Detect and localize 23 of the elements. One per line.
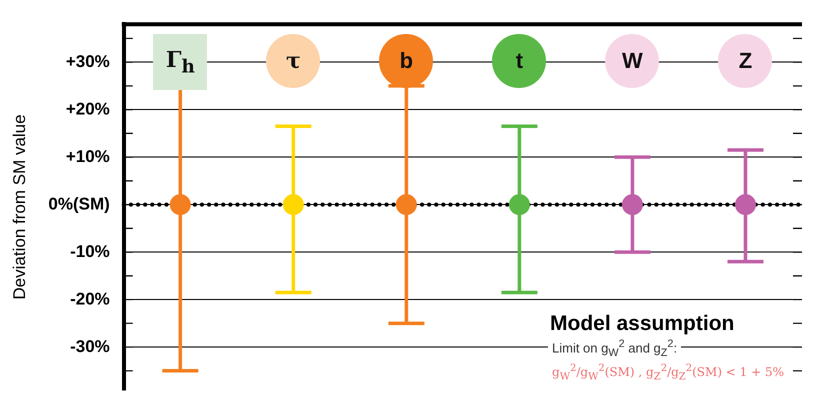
square-badge: Γ$_{h}$: [153, 34, 208, 90]
annotation: Model assumption: [548, 312, 736, 336]
circle-badge: b: [379, 34, 434, 88]
x-tick-label: W: [622, 48, 643, 74]
y-axis-title: Deviation from SM value: [10, 114, 29, 300]
circle-badge: W: [605, 34, 660, 88]
y-tick-label: -30%: [70, 336, 110, 356]
y-tick-label: -10%: [70, 242, 110, 261]
circle-badge: t: [492, 34, 546, 88]
y-tick-label: +30%: [66, 52, 110, 71]
y-tick-label: +20%: [66, 99, 110, 118]
annotation: Limit on g$_{W}$$^{2}$ and g$_{Z}$$^{2}$:: [548, 336, 682, 361]
x-tick-label: τ: [286, 48, 301, 74]
circle-badge: τ: [266, 34, 320, 88]
circle-badge: Z: [718, 34, 772, 88]
x-tick-label: Z: [738, 48, 752, 74]
y-tick-label: +10%: [66, 146, 110, 166]
y-tick-label: -20%: [70, 289, 110, 308]
text: g$_{W}$$^{2}$/g$_{W}$$^{2}$(SM) , g$_{Z}$$^{2}$/g$_{Z}$$^{2}$(SM) < 1 + 5%: [552, 362, 784, 382]
x-tick-label: t: [516, 48, 524, 74]
x-tick-label: b: [400, 48, 414, 74]
x-tick-label: Γ$_{h}$: [166, 46, 195, 78]
y-tick-label: 0%(SM): [48, 194, 110, 214]
